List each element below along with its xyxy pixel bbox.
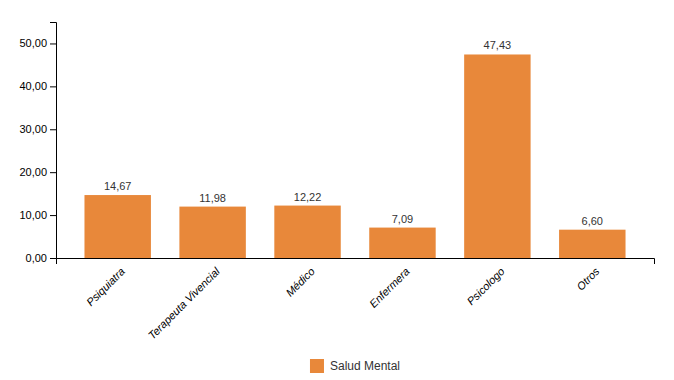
x-tick-label: Terapeuta Vivencial [146,265,223,342]
data-labels: 14,67 11,98 12,22 7,09 47,43 6,60 [104,39,603,226]
data-label: 7,09 [392,213,413,225]
x-tick: Psiquiatra [84,265,127,308]
x-tick-label: Otros [574,265,602,293]
bar [274,206,340,258]
legend-swatch [310,359,324,373]
x-tick-label: Psiquiatra [84,265,127,308]
y-tick-label: 30,00 [19,123,47,135]
y-tick-mark [50,43,56,44]
x-axis: Psiquiatra Terapeuta Vivencial Médico Enfer… [57,259,655,342]
data-label: 11,98 [199,192,226,204]
y-axis: 0,00 10,00 20,00 30,00 40,00 50,00 [19,23,56,265]
x-tick: Psicologo [464,265,506,307]
y-tick: 30,00 [19,123,56,135]
data-label: 6,60 [582,215,603,227]
data-label: 47,43 [484,39,512,51]
legend-item: Salud Mental [310,359,400,373]
y-tick-mark [50,86,56,87]
y-tick-label: 0,00 [26,252,47,264]
x-tick: Terapeuta Vivencial [146,265,223,342]
y-tick: 10,00 [19,209,56,221]
bar [369,228,435,258]
chart: 0,00 10,00 20,00 30,00 40,00 50,00 Psiquiatra T… [0,0,674,380]
y-tick: 20,00 [19,166,56,178]
x-tick-label: Psicologo [464,265,506,307]
y-tick: 50,00 [19,37,56,49]
y-tick-label: 10,00 [19,209,47,221]
x-tick: Enfermera [367,265,412,310]
x-tick-label: Enfermera [367,265,412,310]
y-tick-mark [50,172,56,173]
legend-label: Salud Mental [330,359,400,373]
bar [559,230,625,258]
data-label: 12,22 [294,191,322,203]
y-tick-label: 50,00 [19,37,47,49]
y-tick: 0,00 [26,252,56,264]
y-tick: 40,00 [19,80,56,92]
data-label: 14,67 [104,180,132,192]
bar [84,195,150,258]
y-axis-line [50,23,57,259]
y-tick-mark [50,129,56,130]
y-tick-mark [50,258,56,259]
legend: Salud Mental [310,359,400,373]
plot: 0,00 10,00 20,00 30,00 40,00 50,00 Psiquiatra T… [19,23,654,342]
y-tick-label: 40,00 [19,80,47,92]
bars [84,54,625,258]
bar [464,54,530,258]
x-axis-line [57,259,655,265]
x-tick-label: Médico [283,265,317,299]
bar [179,207,245,258]
x-tick: Otros [574,265,602,293]
x-tick: Médico [283,265,317,299]
y-tick-mark [50,215,56,216]
y-tick-label: 20,00 [19,166,47,178]
